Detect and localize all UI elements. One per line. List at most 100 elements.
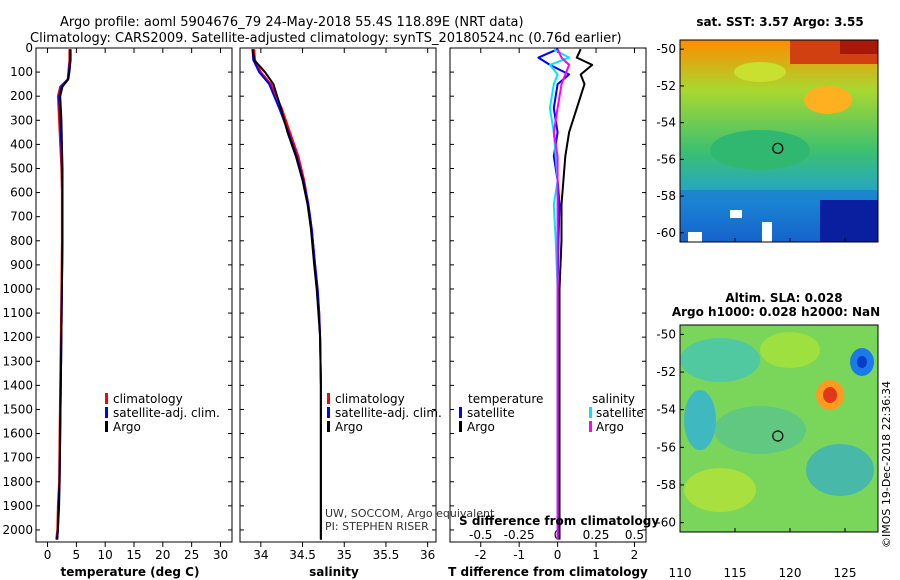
sst-green-patch (710, 130, 810, 170)
sla-map-title-1: Altim. SLA: 0.028 (725, 291, 842, 305)
legend-swatch-climatology (327, 393, 330, 404)
temperature-axis-label: temperature (deg C) (61, 565, 200, 579)
temperature-frame (35, 47, 233, 543)
x-tick-label: 34.5 (289, 548, 316, 562)
legend-argo: Argo (113, 420, 141, 434)
salinity-series (251, 49, 322, 540)
s-diff-tick-label: 0.25 (583, 528, 610, 542)
x-tick-label: 1 (592, 548, 600, 562)
sla-cold-core (857, 356, 867, 368)
x-tick-label: 36 (420, 548, 435, 562)
depth-tick-label: 1300 (2, 354, 33, 368)
map-y-tick-label: -56 (656, 440, 676, 454)
x-tick-label: 2 (631, 548, 639, 562)
legend-swatch-satellite (105, 407, 108, 418)
sla-map-frame (679, 324, 879, 533)
map-y-tick-label: -58 (656, 189, 676, 203)
x-tick-label: 10 (98, 548, 113, 562)
sst-missing-1 (730, 210, 742, 218)
legend-swatch-sal-satellite (589, 407, 592, 418)
difference-panel: -2 -1 0 1 2 -0.5 -0.25 0 0.25 0.5 S difference f… (448, 47, 659, 579)
credit-line-2: PI: STEPHEN RISER (325, 520, 429, 533)
salinity-frame (239, 47, 437, 543)
legend-swatch-argo (105, 421, 108, 432)
depth-tick-label: 1900 (2, 499, 33, 513)
sla-heatmap (680, 325, 878, 532)
depth-tick-label: 600 (10, 186, 33, 200)
sst-heatmap (680, 40, 878, 242)
series-temperature-argo (558, 48, 594, 540)
depth-tick-label: 700 (10, 210, 33, 224)
depth-tick-label: 1200 (2, 330, 33, 344)
x-tick-label: 0 (554, 548, 562, 562)
legend-swatch-temp-satellite (459, 407, 462, 418)
sla-argo-marker (772, 430, 784, 442)
depth-tick-label: 900 (10, 258, 33, 272)
x-tick-label: 35 (337, 548, 352, 562)
map-x-tick-label: 125 (834, 566, 857, 580)
x-tick-label: 20 (155, 548, 170, 562)
s-difference-label: S difference from climatology (459, 514, 659, 528)
sla-low-3 (806, 444, 874, 496)
legend-swatch-temp-argo (459, 421, 462, 432)
series-salinity-argo (552, 48, 571, 540)
legend-swatch-argo (327, 421, 330, 432)
legend-temp-satellite: satellite (467, 406, 515, 420)
sla-low-2 (714, 406, 806, 454)
map-x-tick-label: 110 (669, 566, 692, 580)
temperature-panel: 0100200300400500600700800900100011001200… (2, 41, 233, 579)
salinity-difference-axis: -0.5 -0.25 0 0.25 0.5 (469, 528, 644, 542)
depth-tick-label: 1100 (2, 306, 33, 320)
depth-tick-label: 500 (10, 161, 33, 175)
depth-tick-label: 2000 (2, 523, 33, 537)
map-y-tick-label: -50 (656, 42, 676, 56)
credit-line-1: UW, SOCCOM, Argo equivalent (325, 507, 495, 520)
salinity-axis-label: salinity (309, 565, 359, 579)
temperature-x-axis: 0 5 10 15 20 25 30 (36, 47, 232, 562)
legend-temp-argo: Argo (467, 420, 495, 434)
series-argo (251, 49, 322, 540)
sst-map-panel: sat. SST: 3.57 Argo: 3.55 110115120125-5… (656, 15, 879, 243)
depth-tick-label: 400 (10, 137, 33, 151)
salinity-panel: 34 34.5 35 35.5 36 salinity climatology sate… (239, 47, 495, 579)
temperature-series (55, 49, 72, 540)
sst-argo-marker (772, 142, 784, 154)
map-y-tick-label: -54 (656, 116, 676, 130)
depth-tick-label: 1600 (2, 427, 33, 441)
depth-tick-label: 100 (10, 65, 33, 79)
sla-map-axes: 110 115 120 125 -50 -52 -54 -56 -58 -60 (656, 327, 856, 580)
x-tick-label: -1 (513, 548, 525, 562)
legend-argo: Argo (335, 420, 363, 434)
salinity-x-axis: 34 34.5 35 35.5 36 (240, 47, 436, 562)
sla-low-1 (680, 338, 760, 382)
series-climatology (253, 49, 322, 540)
map-y-tick-label: -56 (656, 152, 676, 166)
s-diff-tick-label: -0.25 (504, 528, 535, 542)
difference-series (537, 48, 594, 540)
depth-tick-label: 1800 (2, 475, 33, 489)
legend-sal-satellite: satellite (596, 406, 644, 420)
map-y-tick-label: -52 (656, 79, 676, 93)
imos-timestamp: ©IMOS 19-Dec-2018 22:36:34 (880, 381, 893, 548)
map-y-tick-label: -54 (656, 403, 676, 417)
map-x-tick-label: 115 (724, 566, 747, 580)
map-x-tick-label: 120 (779, 566, 802, 580)
depth-tick-label: 800 (10, 234, 33, 248)
sst-missing-2 (762, 222, 772, 242)
map-y-tick-label: -60 (656, 226, 676, 240)
x-tick-label: 5 (73, 548, 81, 562)
difference-x-axis: -2 -1 0 1 2 (450, 47, 646, 562)
sst-cold-patch (820, 200, 878, 242)
salinity-legend: climatology satellite-adj. clim. Argo (327, 392, 442, 434)
map-y-tick-label: -52 (656, 365, 676, 379)
depth-tick-label: 1700 (2, 451, 33, 465)
map-y-tick-label: -60 (656, 516, 676, 530)
legend-satellite: satellite-adj. clim. (335, 406, 442, 420)
x-tick-label: 34 (253, 548, 268, 562)
sst-map-frame (679, 39, 879, 243)
depth-tick-label: 1000 (2, 282, 33, 296)
legend-swatch-sal-argo (589, 421, 592, 432)
sla-warm-core (823, 387, 837, 403)
